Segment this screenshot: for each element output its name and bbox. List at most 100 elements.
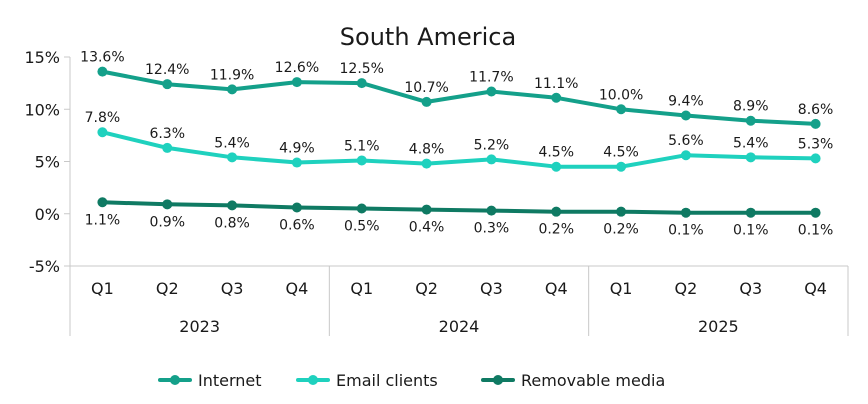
data-label: 10.7%: [404, 80, 448, 96]
legend-marker: [170, 375, 180, 385]
x-tick-label: Q3: [480, 279, 503, 298]
data-point: [486, 86, 497, 97]
data-label: 8.9%: [733, 99, 769, 115]
data-label: 0.1%: [668, 223, 704, 239]
data-label: 9.4%: [668, 94, 704, 110]
data-label: 10.0%: [599, 87, 643, 103]
data-label: 4.8%: [409, 142, 445, 158]
data-label: 0.4%: [409, 220, 445, 236]
data-point: [680, 110, 691, 121]
data-point: [810, 118, 821, 129]
data-point: [810, 153, 821, 164]
data-point: [97, 197, 108, 208]
data-point: [421, 96, 432, 107]
data-point: [162, 79, 173, 90]
legend-marker: [493, 375, 503, 385]
data-label: 4.5%: [538, 145, 574, 161]
legend-label: Email clients: [336, 371, 438, 390]
data-point: [97, 66, 108, 77]
data-point: [486, 205, 497, 216]
data-point: [551, 161, 562, 172]
data-point: [680, 207, 691, 218]
series-line-removable-media: [100, 200, 818, 215]
data-label: 5.6%: [668, 133, 704, 149]
y-tick-label: -5%: [29, 257, 60, 276]
data-label: 4.5%: [603, 145, 639, 161]
x-tick-label: Q3: [221, 279, 244, 298]
data-label: 13.6%: [80, 50, 124, 66]
data-point: [356, 78, 367, 89]
legend-marker: [308, 375, 318, 385]
data-point: [97, 127, 108, 138]
data-label: 11.9%: [210, 67, 254, 83]
data-label: 0.9%: [149, 214, 185, 230]
data-label: 12.6%: [275, 60, 319, 76]
data-label: 5.3%: [798, 136, 834, 152]
data-point: [162, 142, 173, 153]
data-labels: 13.6% 12.4% 11.9% 12.6% 12.5% 10.7% 11.7% 11.1%…: [80, 50, 833, 239]
data-label: 1.1%: [85, 212, 121, 228]
x-tick-label: Q1: [610, 279, 633, 298]
legend-label: Removable media: [521, 371, 665, 390]
data-label: 6.3%: [149, 126, 185, 142]
data-label: 5.2%: [474, 137, 510, 153]
data-point: [745, 152, 756, 163]
x-group-label: 2023: [179, 317, 220, 336]
data-label: 0.2%: [603, 222, 639, 238]
data-label: 5.4%: [733, 135, 769, 151]
x-group-label: 2024: [439, 317, 480, 336]
data-label: 5.4%: [214, 135, 250, 151]
axes: -5% 0% 5% 10% 15% Q1 Q2 Q3 Q4 Q1 Q2 Q3 Q4 Q1 Q2 Q3 Q4 202…: [24, 48, 849, 336]
x-tick-label: Q4: [804, 279, 827, 298]
data-label: 0.2%: [538, 222, 574, 238]
data-point: [680, 150, 691, 161]
data-point: [227, 84, 238, 95]
x-tick-label: Q1: [350, 279, 373, 298]
data-label: 0.6%: [279, 217, 315, 233]
x-tick-label: Q3: [739, 279, 762, 298]
data-label: 12.5%: [340, 61, 384, 77]
data-label: 11.1%: [534, 76, 578, 92]
data-label: 0.1%: [733, 223, 769, 239]
data-point: [616, 104, 627, 115]
data-point: [421, 158, 432, 169]
data-point: [745, 115, 756, 126]
series-line-internet: [100, 69, 818, 126]
y-tick-label: 5%: [35, 153, 60, 172]
data-point: [745, 207, 756, 218]
chart-title: South America: [340, 23, 516, 51]
data-label: 0.3%: [474, 221, 510, 237]
data-label: 5.1%: [344, 138, 380, 154]
data-label: 8.6%: [798, 102, 834, 118]
x-tick-label: Q2: [415, 279, 438, 298]
series-line-email-clients: [100, 130, 818, 169]
x-tick-label: Q2: [675, 279, 698, 298]
data-point: [291, 77, 302, 88]
data-label: 7.8%: [85, 110, 121, 126]
data-label: 0.1%: [798, 223, 834, 239]
x-group-label: 2025: [698, 317, 739, 336]
data-label: 4.9%: [279, 141, 315, 157]
x-tick-label: Q4: [286, 279, 309, 298]
x-tick-label: Q1: [91, 279, 114, 298]
data-label: 11.7%: [469, 69, 513, 85]
data-point: [551, 206, 562, 217]
data-point: [616, 206, 627, 217]
data-point: [291, 157, 302, 168]
data-point: [162, 199, 173, 210]
series-layer: [97, 66, 821, 218]
data-point: [227, 200, 238, 211]
y-tick-label: 10%: [24, 100, 60, 119]
data-point: [810, 207, 821, 218]
y-tick-label: 15%: [24, 48, 60, 67]
x-tick-label: Q2: [156, 279, 179, 298]
legend-label: Internet: [198, 371, 262, 390]
data-point: [616, 161, 627, 172]
data-point: [227, 152, 238, 163]
y-tick-label: 0%: [35, 205, 60, 224]
x-tick-label: Q4: [545, 279, 568, 298]
data-point: [551, 92, 562, 103]
data-point: [421, 204, 432, 215]
data-point: [356, 203, 367, 214]
